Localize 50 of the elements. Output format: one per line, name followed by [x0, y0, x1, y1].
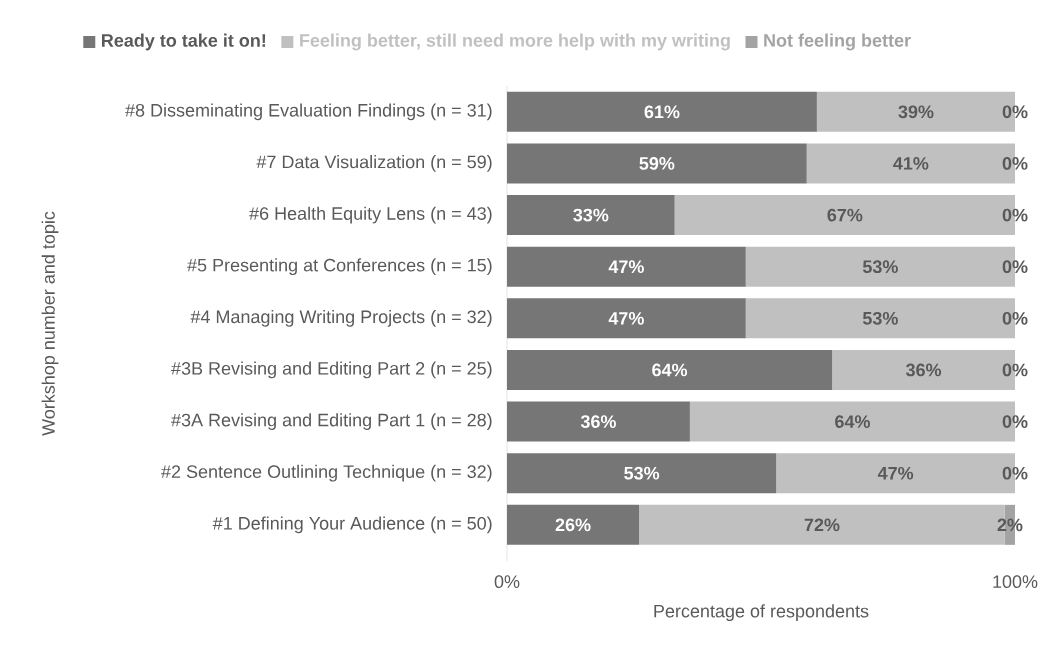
data-label: 0%	[1002, 260, 1028, 274]
bar	[507, 298, 746, 339]
y-tick-label: #4 Managing Writing Projects (n = 32)	[190, 309, 492, 327]
data-label: 0%	[1002, 415, 1028, 428]
x-axis-title: Percentage of respondents	[654, 604, 869, 622]
y-tick-label: #1 Defining Your Audience (n = 50)	[212, 516, 492, 534]
data-label: 53%	[862, 260, 898, 274]
data-label: 0%	[1002, 466, 1028, 480]
y-tick-label: #7 Data Visualization (n = 59)	[256, 155, 492, 172]
bar	[507, 401, 690, 442]
bar	[507, 453, 777, 494]
data-label: 36%	[580, 415, 616, 428]
data-label: 41%	[893, 157, 929, 170]
bar	[507, 195, 675, 236]
data-label: 64%	[652, 363, 688, 377]
data-label: 0%	[1002, 208, 1028, 222]
y-tick-label: #5 Presenting at Conferences (n = 15)	[187, 258, 492, 276]
y-tick-label: #3B Revising and Editing Part 2 (n = 25)	[171, 361, 492, 379]
data-label: 0%	[1002, 157, 1028, 170]
data-label: 53%	[862, 311, 898, 325]
data-label: 61%	[644, 105, 680, 119]
data-label: 67%	[827, 208, 863, 222]
data-label: 26%	[555, 518, 591, 532]
bar	[507, 246, 746, 287]
data-label: 47%	[608, 311, 644, 325]
data-label: 36%	[905, 363, 942, 377]
bar	[507, 504, 640, 545]
data-label: 47%	[877, 466, 914, 480]
data-label: 0%	[1002, 363, 1028, 377]
legend-label: Feeling better, still need more help with my writing	[300, 33, 730, 51]
y-tick-label: #6 Health Equity Lens (n = 43)	[249, 206, 492, 224]
y-axis-title: Workshop number and topic	[41, 211, 59, 436]
bar	[507, 91, 817, 132]
bar	[507, 143, 807, 184]
legend-label: Ready to take it on!	[102, 33, 266, 51]
y-tick-label: #2 Sentence Outlining Technique (n = 32)	[161, 464, 492, 482]
x-tick-label: 100%	[993, 575, 1038, 588]
data-label: 59%	[639, 157, 675, 170]
data-label: 0%	[1002, 105, 1028, 119]
y-tick-label: #8 Disseminating Evaluation Findings (n = 31)	[125, 103, 492, 121]
data-label: 0%	[1002, 311, 1028, 325]
data-label: 72%	[804, 518, 840, 532]
data-label: 33%	[573, 208, 609, 222]
bar	[507, 349, 833, 390]
data-label: 39%	[898, 105, 934, 119]
legend-label: Not feeling better	[764, 33, 911, 51]
data-label: 64%	[835, 415, 870, 428]
data-label: 47%	[608, 260, 644, 274]
y-tick-label: #3A Revising and Editing Part 1 (n = 28)	[171, 413, 492, 430]
data-label: 53%	[624, 466, 660, 480]
